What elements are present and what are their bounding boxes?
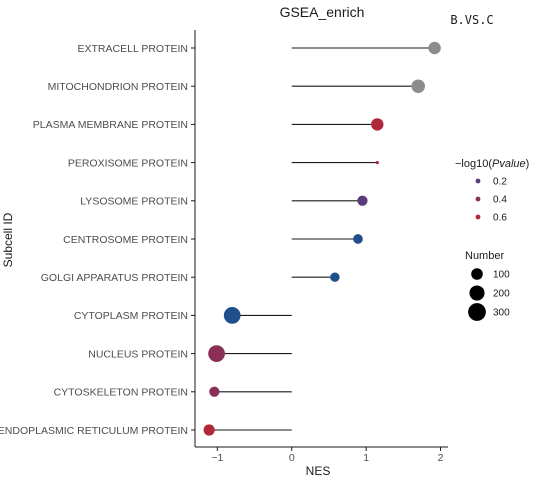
color-legend-label: 0.4 xyxy=(493,195,507,206)
lollipop-point xyxy=(357,195,368,206)
lollipop-point xyxy=(330,272,340,282)
size-legend: Number 100 200 300 xyxy=(465,250,510,321)
lollipop-point xyxy=(209,386,220,397)
comparison-label: B.VS.C xyxy=(450,13,493,27)
size-legend-key xyxy=(471,268,483,280)
plot-area: −1 0 1 2 EXTRACELL PROTEIN MITOCHONDRION PROT… xyxy=(0,30,448,464)
lollipop-point xyxy=(371,118,384,131)
y-tick-label: PEROXISOME PROTEIN xyxy=(68,157,188,169)
size-legend-key xyxy=(468,303,486,321)
lollipop-point xyxy=(411,79,425,93)
chart-title: GSEA_enrich xyxy=(280,4,365,20)
color-legend-key xyxy=(475,178,481,184)
lollipop-point xyxy=(203,424,215,436)
y-axis-title: Subcell ID xyxy=(1,212,15,267)
lollipop-point xyxy=(353,234,363,244)
color-legend-label: 0.6 xyxy=(493,213,507,224)
size-legend-label: 300 xyxy=(493,308,510,319)
lollipop-point xyxy=(428,41,441,55)
lollipop-point xyxy=(223,307,241,324)
color-legend-label: 0.2 xyxy=(493,177,507,188)
y-tick-label: GOLGI APPARATUS PROTEIN xyxy=(41,272,188,284)
x-tick-label: 1 xyxy=(363,452,369,464)
y-tick-label: ENDOPLASMIC RETICULUM PROTEIN xyxy=(0,425,188,437)
x-tick-label: −1 xyxy=(211,452,223,464)
y-tick-label: EXTRACELL PROTEIN xyxy=(78,43,188,55)
x-tick-label: 0 xyxy=(289,452,295,464)
color-legend-title: −log10(Pvalue) xyxy=(455,158,529,170)
lollipop-point xyxy=(375,161,379,165)
y-tick-label: CYTOPLASM PROTEIN xyxy=(74,310,188,322)
y-tick-label: MITOCHONDRION PROTEIN xyxy=(48,81,188,93)
size-legend-key xyxy=(469,285,485,301)
y-tick-label: CENTROSOME PROTEIN xyxy=(63,234,188,246)
x-axis-title: NES xyxy=(306,464,331,478)
size-legend-label: 100 xyxy=(493,270,510,281)
color-legend-key xyxy=(475,214,481,220)
x-tick-label: 2 xyxy=(438,452,444,464)
y-tick-label: CYTOSKELETON PROTEIN xyxy=(54,387,188,399)
y-tick-label: LYSOSOME PROTEIN xyxy=(80,196,188,208)
size-legend-label: 200 xyxy=(493,289,510,300)
color-legend-key xyxy=(475,196,481,202)
y-tick-label: NUCLEUS PROTEIN xyxy=(88,348,188,360)
y-tick-label: PLASMA MEMBRANE PROTEIN xyxy=(33,119,188,131)
size-legend-title: Number xyxy=(465,250,504,262)
color-legend: −log10(Pvalue) 0.2 0.4 0.6 xyxy=(455,158,529,224)
lollipop-point xyxy=(208,345,225,362)
